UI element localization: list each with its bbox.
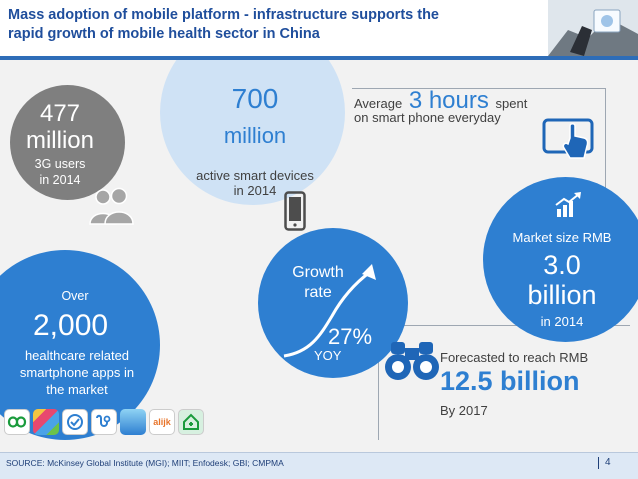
app-icons: alijk xyxy=(4,409,204,435)
tablet-touch-icon xyxy=(542,116,598,165)
smartphone-icon xyxy=(284,191,306,236)
stat-3g-number: 477 xyxy=(39,100,81,127)
stat-3g-text: 477 million 3G users in 2014 xyxy=(10,100,110,188)
stat-devices-labels: active smart devices in 2014 xyxy=(170,168,340,198)
page-title: Mass adoption of mobile platform - infra… xyxy=(8,6,538,44)
users-icon xyxy=(86,186,136,231)
stat-forecast-year: By 2017 xyxy=(440,403,488,418)
stat-market-text: Market size RMB 3.0 billion in 2014 xyxy=(497,230,627,330)
stat-3g-year: in 2014 xyxy=(39,173,81,187)
stat-devices-unit: million xyxy=(223,123,287,148)
stat-market-unit: billion xyxy=(527,280,597,310)
title-line-1: Mass adoption of mobile platform - infra… xyxy=(8,7,439,23)
stat-apps-circle xyxy=(0,250,160,440)
stat-forecast-value: 12.5 billion xyxy=(440,366,580,396)
app-icon-1 xyxy=(4,409,30,435)
app-icon-2 xyxy=(33,409,59,435)
connector-line xyxy=(605,88,606,214)
stat-devices-text: 700 million xyxy=(170,84,340,150)
stat-growth-label: Growth rate xyxy=(278,263,358,303)
title-divider xyxy=(0,56,638,60)
footer-source: SOURCE: McKinsey Global Institute (MGI);… xyxy=(6,458,284,468)
stat-apps-number: 2,000 xyxy=(33,309,109,342)
stat-market-circle xyxy=(483,177,638,342)
stat-apps-label1: healthcare related xyxy=(24,348,130,363)
header-photo-art xyxy=(548,0,638,56)
stat-forecast-label: Forecasted to reach RMB xyxy=(440,350,589,365)
stat-growth-label2: rate xyxy=(304,284,332,301)
app-icon-3 xyxy=(62,409,88,435)
stat-growth-unit: YOY xyxy=(314,348,342,363)
stat-market-label: Market size RMB xyxy=(512,230,612,245)
stat-3g-users xyxy=(10,85,125,200)
footer-bar xyxy=(0,452,638,479)
stat-devices-circle xyxy=(160,60,345,205)
stat-apps-prefix: Over xyxy=(61,289,89,303)
stat-market-value: 3.0 xyxy=(543,250,581,280)
app-icon-4 xyxy=(91,409,117,435)
title-line-2: rapid growth of mobile health sector in … xyxy=(8,26,320,42)
stat-3g-label: 3G users xyxy=(34,157,86,171)
stat-growth-value: 27% xyxy=(328,324,373,349)
stat-hours-prefix: Average xyxy=(354,96,403,111)
stat-devices-year: in 2014 xyxy=(233,183,277,198)
page-number: 4 xyxy=(598,457,611,469)
connector-line xyxy=(352,88,606,89)
stat-market-year: in 2014 xyxy=(540,314,584,329)
stat-growth-circle xyxy=(258,228,408,378)
stat-apps-text: Over xyxy=(0,288,150,304)
stat-hours-line2: on smart phone everyday xyxy=(354,110,501,125)
connector-line xyxy=(378,325,630,326)
app-icon-5 xyxy=(120,409,146,435)
stat-apps-label2: smartphone apps in xyxy=(19,365,135,380)
app-icon-6: alijk xyxy=(149,409,175,435)
binoculars-icon xyxy=(383,340,441,387)
stat-apps-labels: healthcare related smartphone apps in th… xyxy=(2,347,152,398)
stat-hours-value: 3 hours xyxy=(408,87,489,114)
stat-apps-label3: the market xyxy=(46,382,108,397)
growth-arrow-icon xyxy=(268,260,388,375)
connector-line xyxy=(378,325,379,440)
stat-3g-unit: million xyxy=(25,127,94,154)
header-photo xyxy=(548,0,638,56)
app-icon-7 xyxy=(178,409,204,435)
growth-chart-icon xyxy=(554,191,584,224)
stat-hours-line1: Average 3 hours spent xyxy=(354,87,527,115)
stat-devices-label: active smart devices xyxy=(196,168,314,183)
infographic-area: 477 million 3G users in 2014 700 million… xyxy=(0,60,638,452)
app-icon-6-label: alijk xyxy=(153,417,171,427)
stat-hours-suffix: spent xyxy=(495,96,528,111)
stat-growth-label1: Growth xyxy=(292,264,344,281)
stat-devices-number: 700 xyxy=(231,83,279,114)
